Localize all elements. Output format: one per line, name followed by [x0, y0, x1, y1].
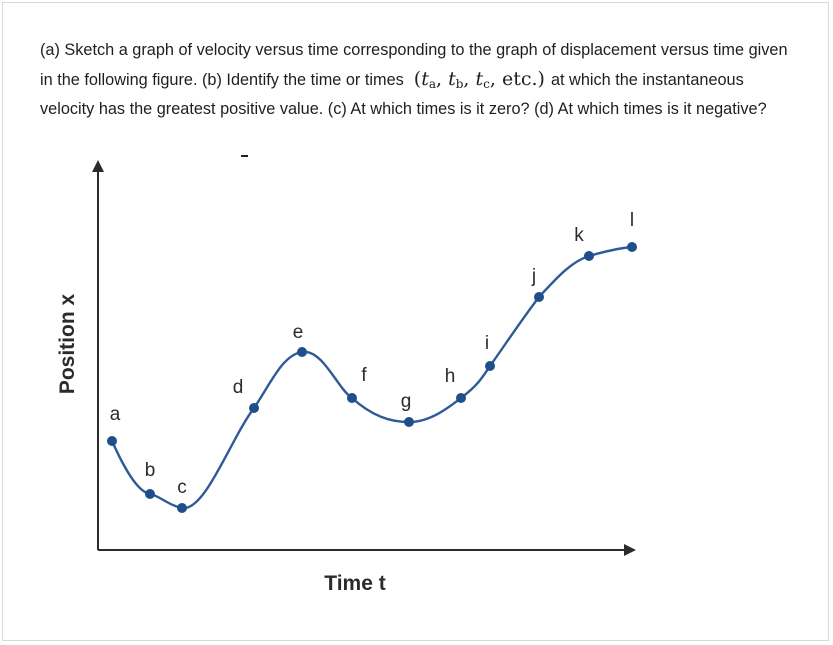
- position-curve: [110, 245, 633, 510]
- point-label-i: i: [485, 333, 489, 354]
- y-axis-label: Position x: [56, 294, 79, 395]
- question-part1: (a) Sketch a graph of velocity versus ti…: [40, 41, 788, 89]
- point-label-j: j: [531, 266, 536, 287]
- point-e: [297, 347, 307, 357]
- question-part2: at which the instantaneous velocity has …: [40, 71, 767, 118]
- x-axis-label: Time t: [324, 572, 385, 595]
- point-label-g: g: [401, 391, 412, 412]
- point-label-l: l: [630, 210, 634, 231]
- point-l: [627, 242, 637, 252]
- point-label-e: e: [293, 322, 304, 343]
- point-label-a: a: [110, 404, 121, 425]
- point-b: [145, 489, 155, 499]
- point-g: [404, 417, 414, 427]
- time-list-math: (ta, tb, tc, etc.): [413, 68, 545, 91]
- point-k: [584, 251, 594, 261]
- point-i: [485, 361, 495, 371]
- point-f: [347, 393, 357, 403]
- point-h: [456, 393, 466, 403]
- point-label-f: f: [361, 365, 367, 386]
- point-label-b: b: [145, 460, 156, 481]
- point-c: [177, 503, 187, 513]
- point-label-k: k: [574, 225, 584, 246]
- points-layer: a bc d e f g h i j k l: [107, 210, 637, 513]
- stray-mark: [241, 155, 248, 157]
- question-text: (a) Sketch a graph of velocity versus ti…: [40, 36, 800, 124]
- point-label-h: h: [445, 366, 456, 387]
- point-a: [107, 436, 117, 446]
- point-label-d: d: [233, 377, 244, 398]
- point-label-c: c: [177, 477, 187, 498]
- point-d: [249, 403, 259, 413]
- point-j: [534, 292, 544, 302]
